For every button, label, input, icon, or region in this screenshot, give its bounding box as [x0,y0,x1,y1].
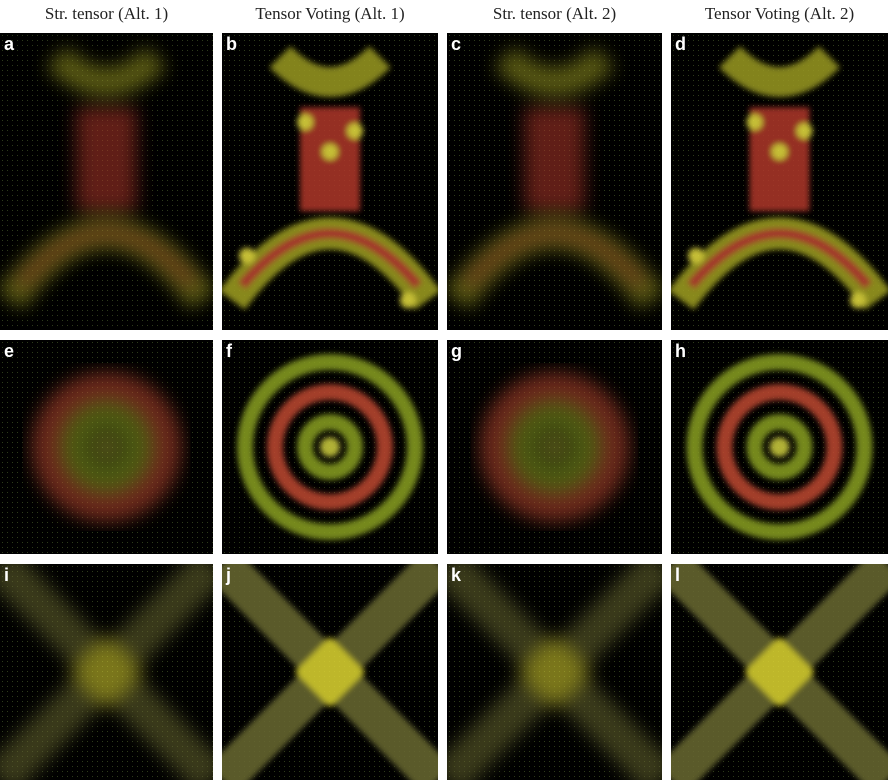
center [545,437,565,457]
panel-image [222,564,438,780]
hotspot [322,144,338,160]
hotspot [400,292,416,308]
panel-image [671,564,888,780]
image-panel: f [222,340,438,554]
image-panel: l [671,564,888,780]
hotspot [747,114,763,130]
hotspot [688,248,704,264]
center [770,437,790,457]
panel-label: g [451,341,462,362]
panel-image [447,564,662,780]
panel-label: a [4,34,14,55]
center [320,437,340,457]
image-panel: i [0,564,213,780]
hotspot [297,114,313,130]
image-panel: g [447,340,662,554]
panel-label: b [226,34,237,55]
panel-label: e [4,341,14,362]
glow [47,387,167,507]
panel-image [671,340,888,554]
panel-image [0,33,213,330]
image-panel: e [0,340,213,554]
panel-image [0,564,213,780]
glow [245,362,415,532]
column-header: Tensor Voting (Alt. 1) [222,4,438,30]
image-panel: d [671,33,888,330]
panel-label: i [4,565,9,586]
body [525,107,585,211]
hotspot [850,292,866,308]
panel-image [447,33,662,330]
column-header: Tensor Voting (Alt. 2) [671,4,888,30]
panel-image [0,340,213,554]
panel-label: j [226,565,231,586]
hotspot [347,123,363,139]
panel-label: l [675,565,680,586]
glow [495,387,615,507]
figure: Str. tensor (Alt. 1) Tensor Voting (Alt. … [0,0,888,780]
center [97,437,117,457]
panel-label: f [226,341,232,362]
panel-label: h [675,341,686,362]
image-panel: h [671,340,888,554]
body [77,107,137,211]
image-panel: a [0,33,213,330]
panel-label: d [675,34,686,55]
panel-label: k [451,565,461,586]
panel-image [447,340,662,554]
panel-image [222,340,438,554]
image-panel: k [447,564,662,780]
panel-label: c [451,34,461,55]
image-panel: b [222,33,438,330]
image-panel: j [222,564,438,780]
hotspot [797,123,813,139]
glow [695,362,865,532]
column-header: Str. tensor (Alt. 2) [447,4,662,30]
panel-image [671,33,888,330]
hotspot [239,248,255,264]
image-panel: c [447,33,662,330]
panel-image [222,33,438,330]
hotspot [772,144,788,160]
column-header: Str. tensor (Alt. 1) [0,4,213,30]
